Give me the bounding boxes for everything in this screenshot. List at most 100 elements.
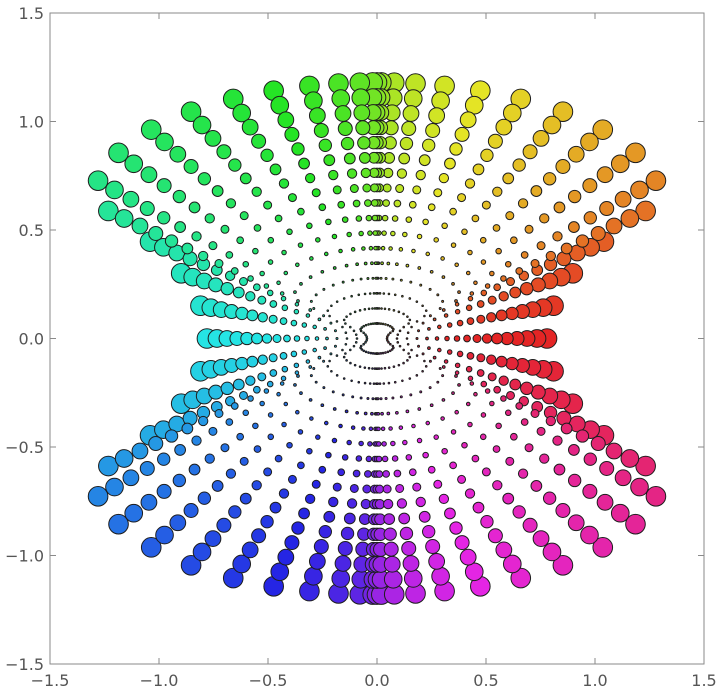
data-point	[553, 463, 566, 476]
data-point	[387, 333, 390, 336]
data-point	[358, 440, 364, 447]
data-point	[155, 525, 174, 545]
data-point	[164, 234, 179, 248]
data-point	[509, 378, 522, 391]
data-point	[398, 329, 402, 333]
data-point	[461, 228, 468, 236]
data-point	[338, 248, 343, 254]
data-point	[428, 314, 432, 318]
data-point	[341, 216, 349, 223]
data-point	[331, 390, 335, 394]
data-point	[297, 429, 304, 435]
data-point	[515, 402, 524, 410]
data-point	[379, 397, 383, 401]
data-point	[352, 199, 361, 208]
data-point	[114, 209, 134, 228]
data-point	[318, 524, 332, 539]
data-point	[419, 283, 423, 287]
data-point	[464, 562, 484, 582]
data-point	[301, 349, 308, 355]
data-point	[283, 334, 291, 343]
data-point	[421, 304, 424, 308]
data-point	[348, 348, 352, 352]
data-point	[230, 267, 239, 275]
data-point	[294, 302, 300, 307]
data-point	[630, 180, 649, 200]
data-point	[318, 465, 327, 474]
data-point	[509, 286, 522, 299]
data-point	[520, 418, 529, 426]
data-point	[225, 468, 237, 479]
data-point	[364, 323, 368, 327]
data-point	[524, 443, 534, 453]
data-point	[382, 498, 394, 510]
data-point	[332, 407, 337, 411]
data-point	[381, 230, 387, 236]
data-point	[353, 104, 371, 122]
data-point	[232, 103, 252, 123]
data-point	[453, 335, 461, 342]
data-point	[279, 381, 285, 386]
data-point	[276, 280, 281, 286]
data-point	[522, 517, 538, 533]
data-point	[251, 133, 267, 149]
data-point	[389, 342, 392, 346]
data-point	[311, 188, 321, 198]
data-point	[383, 366, 387, 370]
y-tick-label: 1.0	[19, 113, 44, 132]
data-point	[293, 308, 300, 315]
data-point	[492, 224, 501, 232]
data-point	[625, 142, 646, 164]
data-point	[390, 440, 396, 447]
data-point	[495, 355, 508, 368]
data-point	[284, 126, 300, 142]
data-point	[449, 521, 463, 535]
data-point	[567, 221, 580, 233]
data-point	[317, 355, 322, 360]
data-point	[412, 482, 422, 492]
data-point	[428, 359, 432, 363]
data-point	[169, 145, 187, 163]
data-point	[454, 262, 459, 268]
data-point	[539, 213, 550, 224]
data-point	[479, 433, 487, 441]
data-point	[407, 322, 410, 325]
data-point	[408, 377, 412, 380]
data-point	[480, 289, 488, 297]
data-point	[341, 454, 349, 461]
data-point	[375, 455, 383, 463]
data-point	[269, 163, 282, 176]
data-point	[467, 421, 473, 428]
data-point	[536, 426, 546, 436]
data-point	[370, 411, 374, 416]
data-point	[335, 374, 339, 377]
data-point	[545, 250, 556, 262]
data-point	[390, 230, 396, 237]
data-point	[295, 409, 300, 415]
data-point	[349, 312, 352, 316]
data-point	[283, 270, 289, 276]
data-point	[405, 337, 409, 340]
data-point	[362, 331, 365, 335]
data-point	[188, 201, 201, 214]
data-point	[108, 513, 129, 535]
data-point	[536, 241, 546, 251]
data-point	[374, 292, 378, 295]
data-point	[610, 154, 630, 174]
data-point	[524, 224, 534, 234]
data-point	[432, 355, 437, 360]
data-point	[172, 473, 187, 488]
data-point	[263, 388, 270, 394]
data-point	[596, 166, 614, 184]
data-point	[279, 291, 285, 296]
data-point	[441, 365, 446, 369]
data-point	[402, 105, 420, 122]
data-point	[105, 180, 124, 200]
data-point	[406, 359, 409, 362]
data-point	[277, 111, 295, 129]
data-point	[156, 178, 172, 194]
data-point	[367, 230, 373, 236]
data-point	[552, 101, 574, 123]
data-point	[552, 435, 563, 446]
data-point	[493, 385, 502, 394]
